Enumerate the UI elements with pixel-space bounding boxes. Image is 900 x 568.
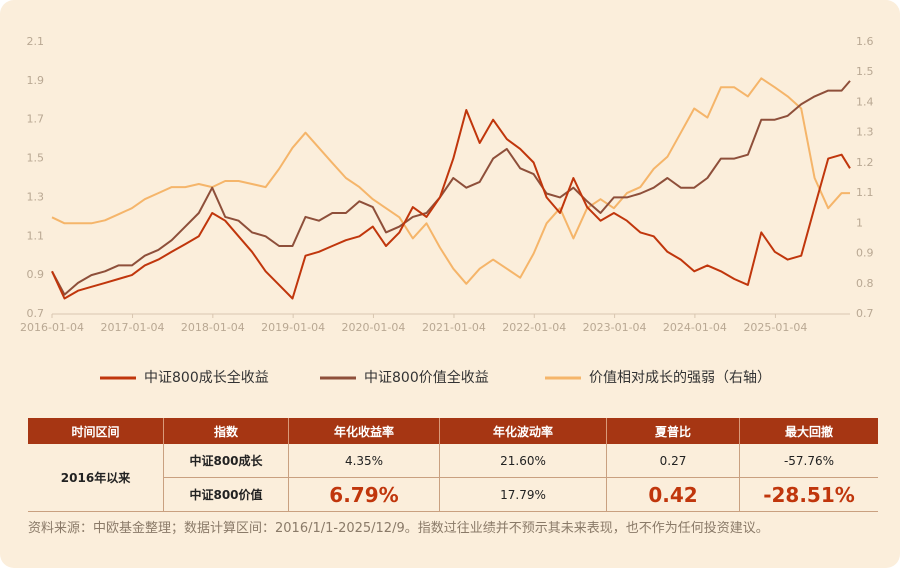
chart: 0.7 0.9 1.1 1.3 1.5 1.7 1.9 2.1 0.7 0.8 0.9 1 1.1 1.2…: [20, 35, 874, 386]
period: 2016年以来: [28, 444, 164, 512]
cell: 中证800成长: [163, 444, 289, 478]
stats-table: 时间区间 指数 年化收益率 年化波动率 夏普比 最大回撤 2016年以来 中证8…: [28, 418, 878, 512]
th: 指数: [163, 418, 289, 444]
cell: 中证800价值: [163, 477, 289, 512]
x-tick-label: 2024-01-04: [663, 321, 727, 334]
series-line: [51, 77, 850, 285]
x-tick-label: 2023-01-04: [583, 321, 647, 334]
x-tick-label: 2019-01-04: [261, 321, 325, 334]
y-tick-label: 1.3: [27, 190, 45, 203]
y-tick-label: 1.9: [27, 74, 45, 87]
cell: 0.42: [606, 477, 740, 512]
footnote: 资料来源：中欧基金整理；数据计算区间：2016/1/1-2025/12/9。指数…: [28, 521, 769, 536]
y-tick-label: 0.7: [27, 307, 45, 320]
x-tick-label: 2021-01-04: [422, 321, 486, 334]
th: 年化波动率: [439, 418, 607, 444]
cell: 0.27: [606, 444, 740, 478]
y-tick-label: 2.1: [27, 35, 45, 48]
series-line: [51, 109, 851, 300]
y2-tick-label: 1.1: [856, 186, 874, 199]
legend-label: 中证800成长全收益: [144, 369, 269, 386]
y-tick-label: 1.1: [27, 229, 45, 242]
cell: -28.51%: [739, 477, 878, 512]
cell: 4.35%: [288, 444, 440, 478]
cell: 6.79%: [288, 477, 440, 512]
cell: -57.76%: [739, 444, 878, 478]
th: 时间区间: [28, 418, 164, 444]
x-tick-label: 2017-01-04: [101, 321, 165, 334]
y-tick-label: 1.7: [27, 113, 45, 126]
y2-tick-label: 1: [856, 216, 863, 229]
y-tick-label: 1.5: [27, 152, 45, 165]
th: 夏普比: [606, 418, 740, 444]
y2-tick-label: 0.9: [856, 247, 874, 260]
legend-label: 中证800价值全收益: [364, 369, 489, 386]
series-line: [51, 80, 851, 296]
x-tick-label: 2025-01-04: [743, 321, 807, 334]
cell: 21.60%: [439, 444, 607, 478]
y2-tick-label: 1.3: [856, 126, 874, 139]
y2-tick-label: 1.2: [856, 156, 874, 169]
legend-label: 价值相对成长的强弱（右轴）: [589, 370, 771, 386]
th: 年化收益率: [288, 418, 440, 444]
x-tick-label: 2020-01-04: [341, 321, 405, 334]
y2-tick-label: 0.7: [856, 307, 874, 320]
th: 最大回撤: [739, 418, 878, 444]
y-tick-label: 0.9: [27, 268, 45, 281]
x-tick-label: 2018-01-04: [181, 321, 245, 334]
y2-tick-label: 1.5: [856, 65, 874, 78]
y2-tick-label: 1.6: [856, 35, 874, 48]
cell: 17.79%: [439, 477, 607, 512]
x-tick-label: 2016-01-04: [20, 321, 84, 334]
x-tick-label: 2022-01-04: [502, 321, 566, 334]
y2-tick-label: 1.4: [856, 95, 874, 108]
y2-tick-label: 0.8: [856, 277, 874, 290]
